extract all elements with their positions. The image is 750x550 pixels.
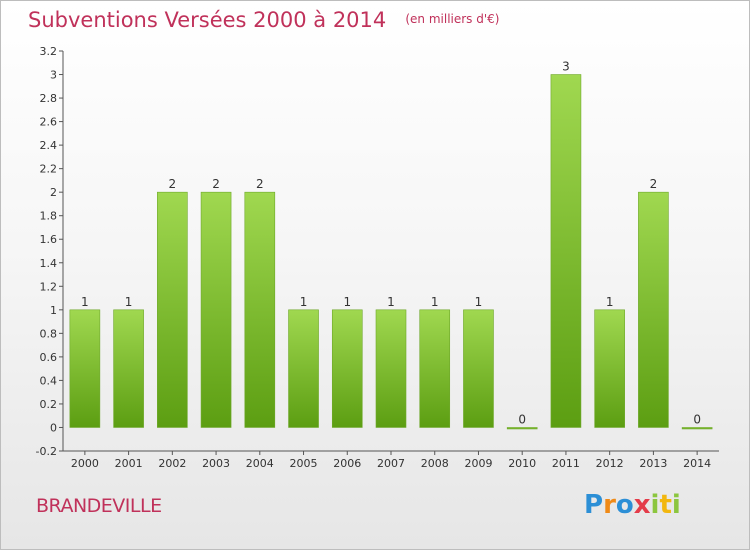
x-tick-label: 2007 — [377, 457, 405, 470]
bar-2005[interactable] — [288, 309, 319, 428]
y-tick-label: -0.2 — [36, 445, 57, 458]
data-label-2009: 1 — [475, 295, 483, 309]
y-tick-label: 0.6 — [40, 351, 58, 364]
y-tick-label: 0 — [50, 421, 57, 434]
data-label-2010: 0 — [518, 412, 526, 426]
y-tick-label: 2.8 — [40, 92, 58, 105]
data-label-2007: 1 — [387, 295, 395, 309]
data-label-2003: 2 — [212, 177, 220, 191]
y-tick-label: 2.2 — [40, 163, 58, 176]
y-tick-label: 0.4 — [40, 374, 58, 387]
commune-name: BRANDEVILLE — [36, 495, 162, 517]
x-tick-label: 2010 — [508, 457, 536, 470]
y-tick-label: 0.8 — [40, 327, 58, 340]
bar-2010[interactable] — [506, 427, 538, 430]
logo-letter: t — [659, 490, 672, 520]
y-tick-label: 2.4 — [40, 139, 58, 152]
data-label-2002: 2 — [169, 177, 177, 191]
y-tick-label: 0.2 — [40, 398, 58, 411]
data-label-2008: 1 — [431, 295, 439, 309]
data-label-2006: 1 — [343, 295, 351, 309]
axes: -0.2 0 0.2 0.4 0.6 0.8 1 1.2 1.4 1.6 1.8 2 2.2 2.4 2.6… — [36, 45, 719, 458]
labels: 2000120011200222003220042200512006120071… — [71, 60, 711, 470]
y-tick-label: 3.2 — [40, 45, 58, 58]
x-tick-label: 2013 — [639, 457, 667, 470]
y-tick-label: 1.2 — [40, 280, 58, 293]
bar-2000[interactable] — [69, 309, 101, 428]
bar-2008[interactable] — [419, 309, 451, 428]
x-tick-label: 2002 — [158, 457, 186, 470]
bar-2012[interactable] — [594, 309, 625, 428]
logo-letter: i — [671, 490, 681, 520]
y-tick-label: 1 — [50, 304, 57, 317]
data-label-2000: 1 — [81, 295, 89, 309]
bars — [69, 74, 713, 430]
proxiti-logo[interactable]: Proxiti — [584, 490, 681, 520]
x-tick-label: 2006 — [333, 457, 361, 470]
bar-2007[interactable] — [375, 309, 407, 428]
x-tick-label: 2005 — [290, 457, 318, 470]
x-tick-label: 2000 — [71, 457, 99, 470]
bar-2004[interactable] — [244, 191, 276, 428]
data-label-2005: 1 — [300, 295, 308, 309]
logo-letter: x — [633, 490, 651, 520]
data-label-2004: 2 — [256, 177, 264, 191]
y-tick-label: 3 — [50, 69, 57, 82]
x-tick-label: 2014 — [683, 457, 711, 470]
y-tick-label: 2 — [50, 186, 57, 199]
data-label-2012: 1 — [606, 295, 614, 309]
bar-2006[interactable] — [331, 309, 363, 428]
y-tick-label: 1.4 — [40, 257, 58, 270]
bar-2013[interactable] — [638, 191, 669, 428]
bar-2009[interactable] — [463, 309, 494, 428]
logo-letter: P — [584, 490, 604, 520]
data-label-2013: 2 — [650, 177, 658, 191]
y-tick-label: 1.6 — [40, 233, 58, 246]
x-tick-label: 2001 — [115, 457, 143, 470]
logo-letter: r — [603, 490, 616, 520]
bar-2011[interactable] — [550, 74, 582, 428]
y-tick-label: 2.6 — [40, 116, 58, 129]
x-tick-label: 2008 — [421, 457, 449, 470]
data-label-2001: 1 — [125, 295, 133, 309]
x-tick-label: 2003 — [202, 457, 230, 470]
logo-letter: o — [615, 490, 634, 520]
bar-2001[interactable] — [113, 309, 144, 428]
data-label-2011: 3 — [562, 60, 570, 74]
x-tick-label: 2009 — [464, 457, 492, 470]
x-tick-label: 2012 — [596, 457, 624, 470]
x-tick-label: 2004 — [246, 457, 274, 470]
bar-2002[interactable] — [157, 191, 188, 428]
chart-title: Subventions Versées 2000 à 2014 — [28, 8, 387, 32]
bar-2003[interactable] — [200, 191, 232, 428]
x-tick-label: 2011 — [552, 457, 580, 470]
y-tick-label: 1.8 — [40, 210, 58, 223]
title-row: Subventions Versées 2000 à 2014 (en mill… — [28, 8, 499, 32]
chart-subtitle: (en milliers d'€) — [405, 12, 500, 26]
bar-2014[interactable] — [681, 427, 713, 430]
data-label-2014: 0 — [693, 412, 701, 426]
logo-letter: i — [650, 490, 660, 520]
